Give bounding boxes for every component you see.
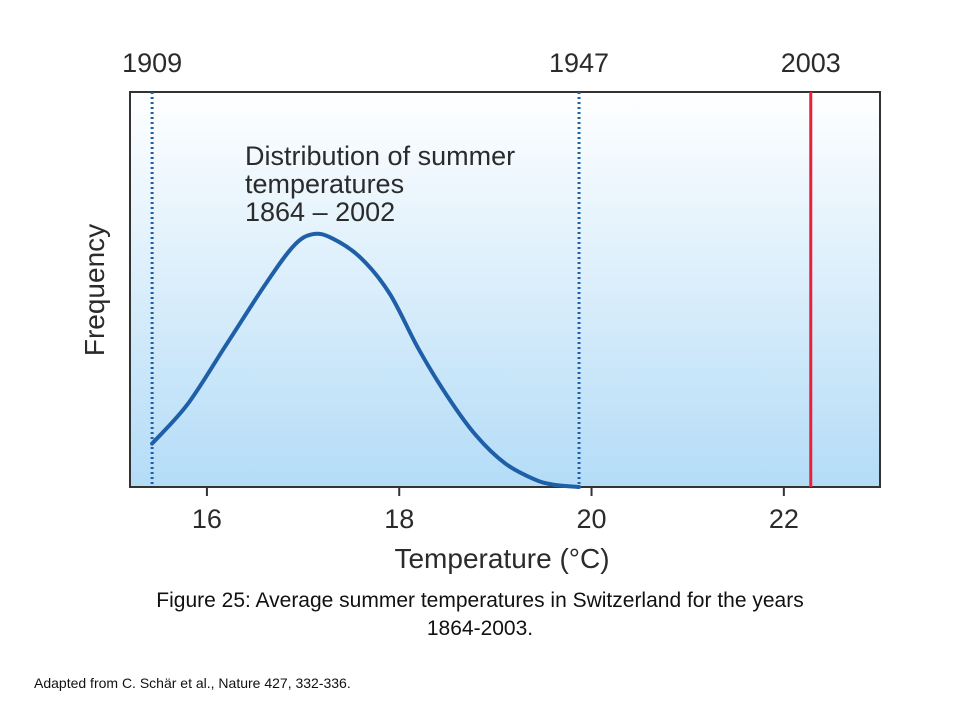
y-axis-label: Frequency — [79, 224, 110, 356]
plot-area — [129, 91, 881, 488]
x-tick-label-18: 18 — [384, 504, 414, 534]
annotation-line-2: temperatures — [245, 169, 404, 199]
annotation-line-1: Distribution of summer — [245, 141, 515, 171]
distribution-curve — [150, 231, 581, 489]
annotation: Distribution of summer temperatures 1864… — [245, 141, 515, 227]
event-label-2003: 2003 — [781, 48, 841, 78]
temperature-distribution-chart: 16 18 20 22 1909 1947 2003 Distribution of su… — [79, 48, 881, 574]
x-tick-label-20: 20 — [577, 504, 607, 534]
x-tick-label-16: 16 — [192, 504, 222, 534]
figure-caption: Figure 25: Average summer temperatures i… — [80, 587, 880, 643]
x-axis-label: Temperature (°C) — [394, 543, 609, 574]
caption-line-2: 1864-2003. — [426, 617, 534, 640]
caption-line-1: Figure 25: Average summer temperatures i… — [156, 589, 804, 612]
source-credit: Adapted from C. Schär et al., Nature 427… — [34, 675, 351, 691]
event-label-1947: 1947 — [549, 48, 609, 78]
x-tick-label-22: 22 — [769, 504, 799, 534]
annotation-line-3: 1864 – 2002 — [245, 197, 395, 227]
event-label-1909: 1909 — [122, 48, 182, 78]
